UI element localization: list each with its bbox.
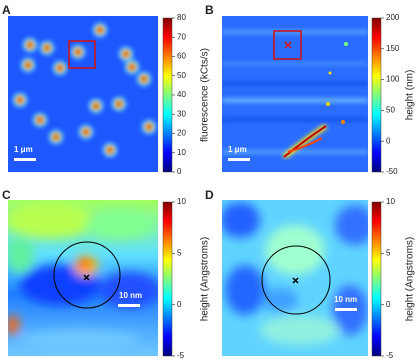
roi-box xyxy=(273,30,302,60)
colorbar-tick-label: 50 xyxy=(177,71,186,80)
colorbar-tick-label: 5 xyxy=(177,248,182,257)
colorbar-tick-label: 40 xyxy=(177,90,186,99)
colorbar-tick-label: 0 xyxy=(386,300,391,309)
scale-bar-label: 10 nm xyxy=(334,295,357,304)
roi-marker xyxy=(83,274,90,281)
colorbar-tick-label: 70 xyxy=(177,32,186,41)
colorbar-label: fluorescence (kCts/s) xyxy=(200,48,211,142)
spot-core xyxy=(27,42,33,48)
spot-core xyxy=(25,62,31,68)
colorbar-tick-label: 10 xyxy=(177,148,186,157)
image-a xyxy=(8,16,158,172)
scale-bar xyxy=(335,308,357,311)
colorbar-label: height (Angstroms) xyxy=(200,237,211,321)
spot-core xyxy=(75,49,81,55)
image-c xyxy=(8,200,158,356)
panel-label: C xyxy=(2,188,11,202)
colorbar-tick-label: 200 xyxy=(386,13,400,22)
colorbar-tick-label: -50 xyxy=(386,167,398,176)
spot-core xyxy=(123,51,129,57)
colorbar xyxy=(371,17,382,173)
spot-core xyxy=(141,76,147,82)
colorbar-tick-label: 20 xyxy=(177,129,186,138)
scale-bar xyxy=(228,158,250,161)
colorbar-tick-label: 0 xyxy=(177,167,182,176)
panel-label: D xyxy=(205,188,214,202)
roi-marker xyxy=(284,41,292,49)
spot-core xyxy=(57,65,63,71)
spot-core xyxy=(44,45,50,51)
colorbar-tick-label: 100 xyxy=(386,75,400,84)
scale-bar-label: 1 μm xyxy=(228,145,247,154)
spot-core xyxy=(53,134,59,140)
scale-bar xyxy=(14,158,36,161)
spot-core xyxy=(116,101,122,107)
colorbar-label: height (Angstroms) xyxy=(405,237,416,321)
spot-core xyxy=(37,117,43,123)
roi-marker xyxy=(292,277,299,284)
colorbar-tick-label: -5 xyxy=(386,351,394,360)
colorbar xyxy=(371,201,382,357)
spot-core xyxy=(107,147,113,153)
spot-core xyxy=(129,64,135,70)
spot-core xyxy=(97,27,103,33)
scale-bar xyxy=(118,304,140,307)
colorbar xyxy=(162,201,173,357)
scale-bar-label: 10 nm xyxy=(119,291,142,300)
colorbar-tick-label: 80 xyxy=(177,13,186,22)
spot-core xyxy=(83,129,89,135)
colorbar-tick-label: 30 xyxy=(177,109,186,118)
colorbar-tick-label: 10 xyxy=(386,197,395,206)
image-d xyxy=(222,200,368,356)
roi-circle xyxy=(53,241,121,309)
colorbar-tick-label: -5 xyxy=(177,351,185,360)
colorbar-tick-label: 5 xyxy=(386,248,391,257)
colorbar-tick-label: 50 xyxy=(386,106,395,115)
panel-label: A xyxy=(2,3,11,17)
roi-box xyxy=(68,40,96,69)
image-b xyxy=(222,16,368,172)
spot-core xyxy=(93,103,99,109)
roi-circle xyxy=(261,245,331,315)
colorbar-tick-label: 60 xyxy=(177,52,186,61)
colorbar-tick-label: 0 xyxy=(386,136,391,145)
spot-core xyxy=(17,97,23,103)
scale-bar-label: 1 μm xyxy=(14,145,33,154)
colorbar-label: height (nm) xyxy=(405,70,416,121)
colorbar-tick-label: 0 xyxy=(177,300,182,309)
colorbar-tick-label: 10 xyxy=(177,197,186,206)
spot-core xyxy=(146,124,152,130)
colorbar xyxy=(162,17,173,173)
panel-label: B xyxy=(205,3,214,17)
colorbar-tick-label: 150 xyxy=(386,44,400,53)
